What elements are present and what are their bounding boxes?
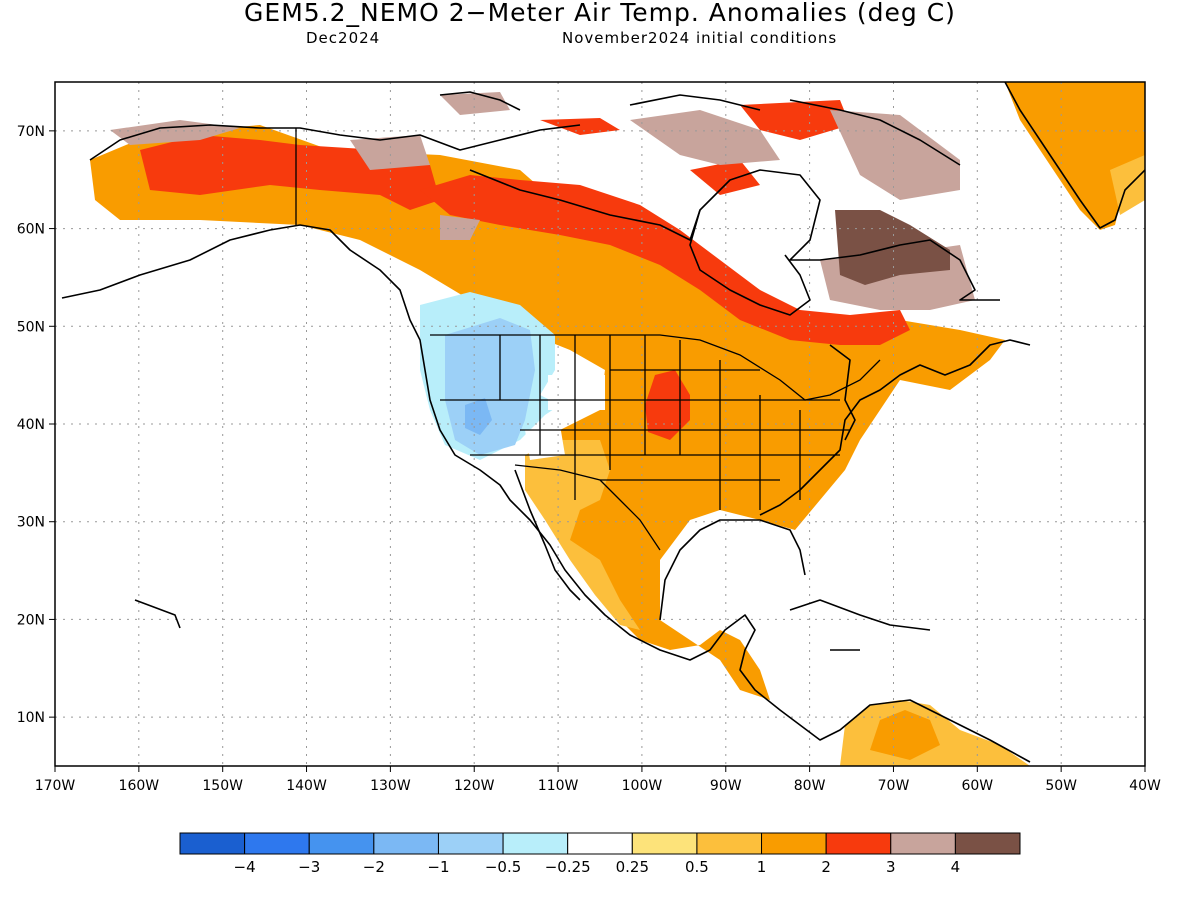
colorbar-swatch	[696, 832, 763, 855]
anomaly-region-canada-red	[420, 175, 910, 345]
colorbar-label: 1	[757, 858, 767, 876]
colorbar-swatch	[244, 832, 310, 855]
lon-tick-label: 110W	[538, 778, 579, 794]
colorbar-label: −4	[234, 858, 256, 876]
lat-tick-label: 40N	[17, 417, 45, 433]
colorbar-swatch	[437, 832, 504, 855]
lat-tick-label: 10N	[17, 710, 45, 726]
colorbar-swatch	[567, 832, 633, 855]
anomaly-region-plains-red	[645, 370, 690, 440]
lon-tick-label: 120W	[454, 778, 495, 794]
colorbar-label: −0.5	[485, 858, 521, 876]
valid-month-label: Dec2024	[306, 29, 381, 47]
lon-tick-label: 100W	[622, 778, 663, 794]
lon-tick-label: 90W	[710, 778, 742, 794]
lon-tick-label: 150W	[202, 778, 243, 794]
colorbar-label: 4	[951, 858, 961, 876]
colorbar-label: 0.25	[616, 858, 649, 876]
lon-tick-label: 60W	[961, 778, 993, 794]
anomaly-shading	[90, 82, 1145, 766]
colorbar-label: −3	[298, 858, 320, 876]
lon-tick-label: 170W	[35, 778, 76, 794]
lon-tick-label: 160W	[119, 778, 160, 794]
initial-conditions-label: November2024 initial conditions	[562, 29, 838, 47]
colorbar-label: −0.25	[545, 858, 591, 876]
colorbar: −4 −3 −2 −1 −0.5 −0.25 0.25 0.5 1 2 3 4	[179, 832, 1021, 876]
colorbar-swatch	[631, 832, 698, 855]
longitude-axis: 170W 160W 150W 140W 130W 120W 110W 100W 90W 80W 70…	[35, 766, 1161, 794]
political-borders	[295, 128, 881, 551]
anomaly-region-arctic-red	[540, 100, 850, 195]
anomaly-region-neutral	[525, 375, 605, 460]
colorbar-swatch	[890, 832, 956, 855]
lat-tick-label: 20N	[17, 612, 45, 628]
lon-tick-label: 140W	[286, 778, 327, 794]
colorbar-swatch	[954, 832, 1021, 855]
colorbar-label: 3	[886, 858, 896, 876]
colorbar-label: 0.5	[685, 858, 709, 876]
colorbar-swatch	[179, 832, 246, 855]
colorbar-swatch	[761, 832, 827, 855]
latitude-axis: 10N 20N 30N 40N 50N 60N 70N	[17, 124, 55, 726]
lon-tick-label: 80W	[794, 778, 826, 794]
chart-title: GEM5.2_NEMO 2−Meter Air Temp. Anomalies …	[244, 0, 956, 27]
lon-tick-label: 70W	[878, 778, 910, 794]
lon-tick-label: 130W	[370, 778, 411, 794]
colorbar-swatch	[502, 832, 569, 855]
colorbar-swatch	[308, 832, 375, 855]
anomaly-region-greenland-edge	[1110, 155, 1145, 215]
colorbar-label: −2	[363, 858, 385, 876]
coastlines	[61, 82, 1145, 763]
lon-tick-label: 50W	[1045, 778, 1077, 794]
graticule	[55, 82, 1145, 766]
anomaly-region-mid-blue	[465, 398, 492, 435]
lon-tick-label: 40W	[1129, 778, 1161, 794]
anomaly-region-rose	[110, 92, 975, 310]
lat-tick-label: 70N	[17, 124, 45, 140]
colorbar-label: 2	[821, 858, 831, 876]
lat-tick-label: 50N	[17, 319, 45, 335]
anomaly-region-light-orange	[525, 440, 640, 630]
anomaly-region-greenland	[1005, 82, 1145, 230]
anomaly-region-south-america-core	[870, 710, 940, 760]
map-content	[55, 82, 1145, 766]
colorbar-label: −1	[427, 858, 449, 876]
colorbar-swatch	[825, 832, 892, 855]
colorbar-swatch	[373, 832, 439, 855]
lat-tick-label: 30N	[17, 515, 45, 531]
lat-tick-label: 60N	[17, 222, 45, 238]
